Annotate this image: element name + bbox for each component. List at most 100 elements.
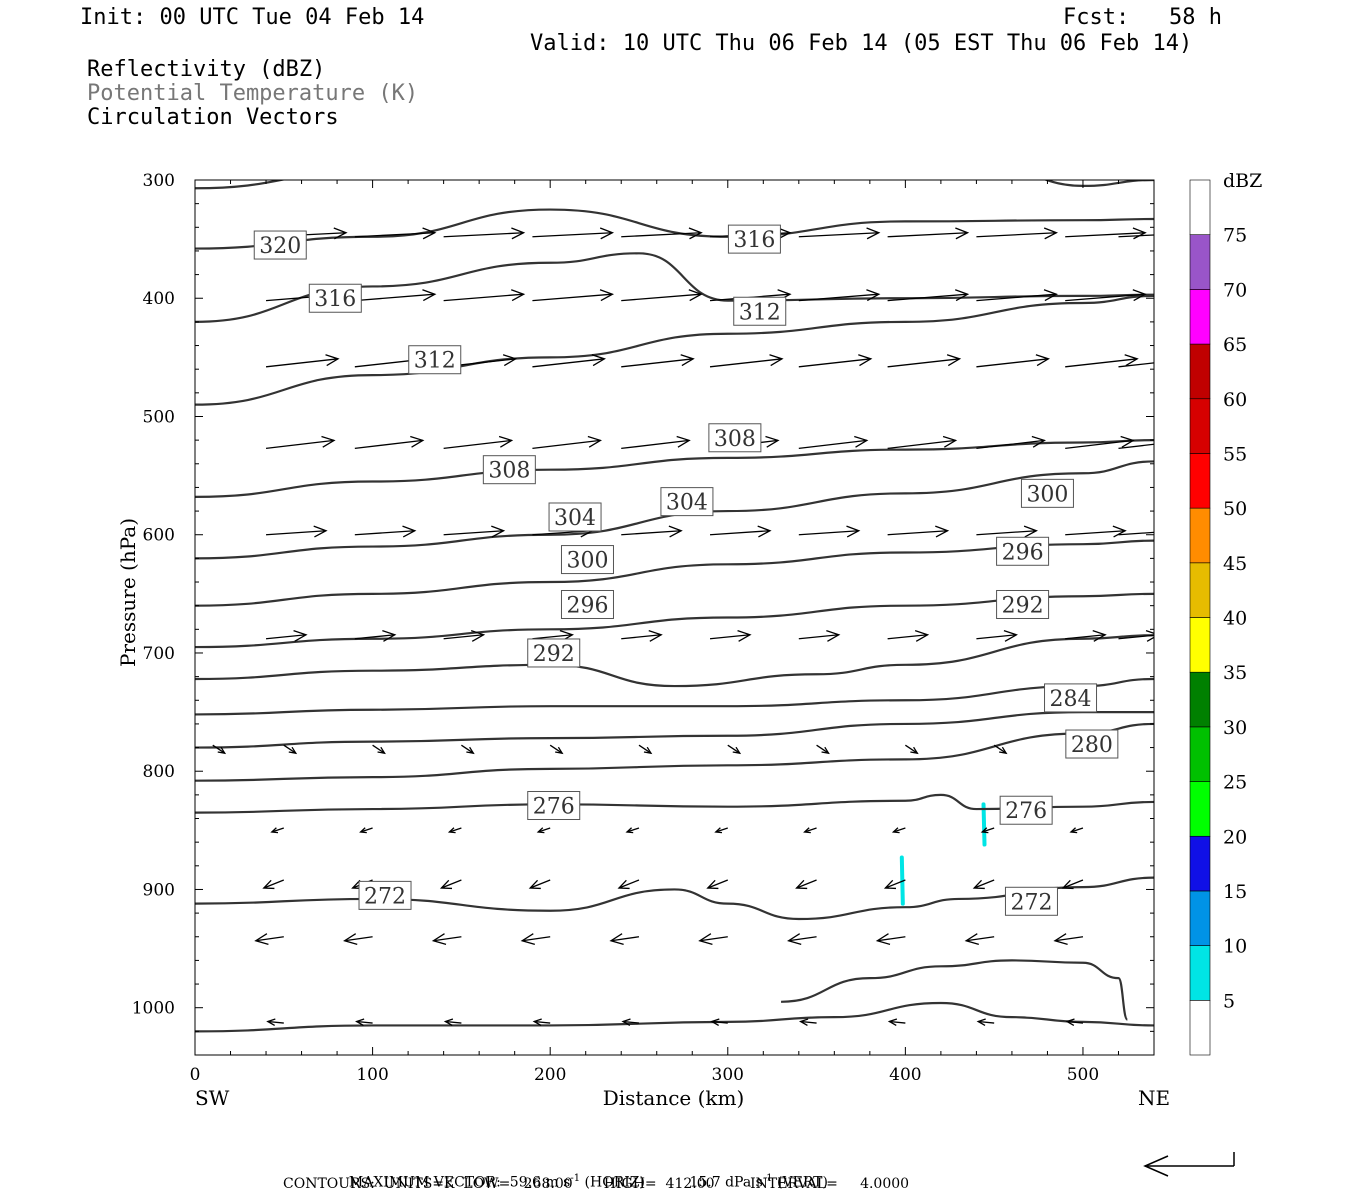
circulation-vector: [887, 629, 930, 642]
circulation-vector: [709, 525, 772, 538]
vector-head: [262, 879, 275, 890]
colorbar-tick-label: 70: [1223, 279, 1247, 301]
circulation-vector: [798, 289, 881, 302]
vector-head: [359, 827, 367, 834]
vector-head: [769, 354, 784, 367]
vector-head: [787, 933, 802, 946]
vector-head: [1092, 629, 1107, 642]
max-horiz-tag: (HORIZ): [580, 1174, 645, 1191]
circulation-vector: [709, 629, 752, 642]
contour-label: 316: [727, 224, 781, 254]
colorbar-tick-label: 20: [1223, 826, 1247, 848]
contour-label-box: [1020, 478, 1074, 508]
vector-head: [976, 1018, 986, 1026]
circulation-vector: [887, 525, 950, 538]
vector-shaft: [265, 634, 307, 640]
vector-shaft: [788, 936, 817, 942]
vector-shaft: [1065, 358, 1138, 368]
vector-shaft: [265, 439, 335, 450]
vector-shaft: [709, 358, 783, 368]
vector-shaft: [976, 530, 1037, 536]
vector-shaft: [1118, 362, 1154, 368]
vector-head: [955, 227, 970, 240]
colorbar-swatch: [1189, 1000, 1211, 1056]
vector-shaft: [443, 232, 524, 238]
circulation-vector: [283, 744, 298, 755]
colorbar-swatch: [1189, 562, 1211, 618]
vector-head: [591, 354, 607, 367]
field-reflectivity: Reflectivity (dBZ): [87, 57, 326, 82]
circulation-vector: [532, 1018, 551, 1026]
contour-label: 292: [996, 589, 1050, 619]
colorbar-tick-label: 15: [1223, 881, 1247, 903]
contour-label-box: [727, 224, 781, 254]
vector-shaft: [893, 827, 906, 833]
contour-label-text: 316: [733, 228, 775, 253]
vector-head: [402, 525, 417, 538]
vector-head: [1023, 525, 1038, 538]
vector-head: [883, 879, 897, 890]
vector-shaft: [638, 744, 652, 754]
init-time: Init: 00 UTC Tue 04 Feb 14: [80, 5, 425, 30]
circulation-vector: [354, 227, 437, 240]
vector-shaft: [372, 744, 385, 754]
circulation-vector: [443, 1018, 462, 1026]
vector-shaft: [887, 232, 968, 238]
vector-head: [875, 933, 891, 946]
y-axis-label: Pressure (hPa): [116, 518, 140, 667]
isentrope-line-14: [781, 959, 1129, 1021]
contour-label-text: 292: [1002, 593, 1044, 618]
vector-head: [972, 879, 985, 890]
circulation-vector: [1061, 879, 1084, 890]
contour-label: 316: [308, 283, 362, 313]
vector-shaft: [1065, 530, 1126, 536]
vector-head: [599, 227, 615, 240]
vector-shaft: [356, 1020, 373, 1024]
vector-head: [443, 1018, 454, 1026]
circulation-vector: [532, 435, 602, 450]
vector-shaft: [709, 634, 751, 640]
circulation-vector: [709, 354, 784, 368]
vector-shaft: [283, 744, 297, 754]
circulation-vector: [266, 1018, 284, 1026]
axes: 300 400 500 600 700 800 900 1000 0 100 200 300 400 50…: [116, 171, 1170, 1110]
colorbar-tick-label: 75: [1223, 225, 1247, 247]
vector-head: [217, 746, 227, 755]
max-vert-value: 15.7 dPa s: [689, 1174, 763, 1191]
contour-label: 312: [408, 345, 462, 375]
circulation-vector: [1069, 827, 1084, 834]
contour-label-box: [253, 230, 307, 260]
contour-label-box: [1004, 886, 1058, 916]
circulation-vector: [1118, 362, 1154, 368]
colorbar-tick-label: 10: [1223, 936, 1247, 958]
vector-shaft: [973, 879, 995, 889]
circulation-vector: [621, 629, 663, 642]
vector-shaft: [1118, 234, 1154, 238]
circulation-vector: [431, 933, 462, 946]
vector-head: [777, 227, 792, 240]
forecast-hour: Fcst: 58 h: [1063, 5, 1222, 30]
circulation-vector: [787, 933, 817, 946]
contour-label-text: 320: [259, 234, 301, 259]
vector-shaft: [1065, 634, 1106, 640]
vector-shaft: [727, 744, 741, 754]
vector-shaft: [610, 936, 640, 942]
contour-labels: 320 316 316 312 312 308 308 304 304 300 300 296 296 2…: [253, 224, 1119, 916]
isentrope-line-15: [195, 1001, 1154, 1033]
circulation-vector: [1118, 531, 1154, 536]
vector-head: [698, 933, 713, 946]
contour-label-text: 316: [314, 287, 356, 312]
circulation-vector: [354, 435, 425, 450]
vector-shaft: [433, 936, 462, 942]
contour-label-box: [560, 589, 614, 619]
vector-head: [1124, 354, 1139, 367]
circulation-vector: [443, 435, 514, 450]
vector-shaft: [441, 879, 462, 889]
max-horiz-value: 59.6 m s: [509, 1174, 571, 1191]
colorbar-swatch: [1189, 507, 1211, 564]
vector-head: [980, 827, 989, 834]
x-tick-label: 100: [356, 1065, 388, 1085]
circulation-vector: [1065, 354, 1139, 368]
vector-shaft: [537, 827, 551, 833]
circulation-vector: [1065, 629, 1107, 642]
